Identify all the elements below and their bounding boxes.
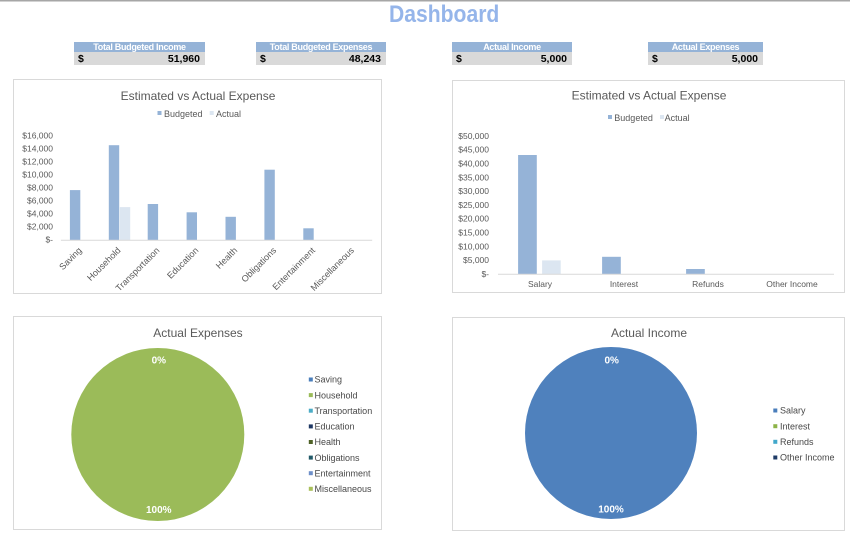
- svg-text:Obligations: Obligations: [315, 453, 361, 463]
- svg-text:Household: Household: [315, 390, 358, 400]
- svg-text:Education: Education: [315, 422, 355, 432]
- svg-text:Entertainment: Entertainment: [315, 468, 372, 478]
- svg-text:Actual: Actual: [216, 109, 241, 119]
- svg-text:$35,000: $35,000: [458, 172, 489, 182]
- svg-text:Estimated vs Actual Expense: Estimated vs Actual Expense: [121, 89, 276, 103]
- svg-text:Saving: Saving: [315, 375, 343, 385]
- svg-text:Actual Income: Actual Income: [611, 326, 687, 340]
- svg-text:$25,000: $25,000: [458, 200, 489, 210]
- svg-text:Salary: Salary: [528, 279, 553, 289]
- svg-text:$4,000: $4,000: [27, 208, 53, 218]
- svg-text:$2,000: $2,000: [27, 221, 53, 231]
- svg-text:$6,000: $6,000: [27, 195, 53, 205]
- svg-text:$-: $-: [45, 234, 53, 244]
- svg-text:$10,000: $10,000: [22, 169, 53, 179]
- svg-text:Obligations: Obligations: [239, 245, 278, 284]
- svg-text:Health: Health: [214, 245, 239, 270]
- svg-text:$30,000: $30,000: [458, 186, 489, 196]
- svg-text:$50,000: $50,000: [458, 131, 489, 141]
- svg-text:Transportation: Transportation: [315, 406, 373, 416]
- svg-text:$-: $-: [481, 269, 489, 279]
- svg-text:$14,000: $14,000: [22, 143, 53, 153]
- svg-text:Interest: Interest: [610, 279, 639, 289]
- svg-text:$45,000: $45,000: [458, 145, 489, 155]
- svg-text:Budgeted: Budgeted: [164, 109, 203, 119]
- svg-text:Education: Education: [165, 245, 200, 280]
- svg-text:Other Income: Other Income: [766, 279, 818, 289]
- svg-text:Refunds: Refunds: [692, 279, 724, 289]
- svg-text:$15,000: $15,000: [458, 228, 489, 238]
- svg-text:Health: Health: [315, 437, 341, 447]
- svg-text:Budgeted: Budgeted: [614, 113, 653, 123]
- svg-text:$12,000: $12,000: [22, 156, 53, 166]
- svg-text:Refunds: Refunds: [780, 437, 814, 447]
- svg-text:Actual Expenses: Actual Expenses: [153, 326, 242, 340]
- svg-text:Other Income: Other Income: [780, 453, 835, 463]
- svg-text:Household: Household: [85, 245, 122, 282]
- svg-text:$40,000: $40,000: [458, 159, 489, 169]
- svg-text:$8,000: $8,000: [27, 182, 53, 192]
- svg-text:Salary: Salary: [780, 406, 806, 416]
- svg-text:Estimated vs Actual Expense: Estimated vs Actual Expense: [572, 89, 727, 103]
- svg-text:Saving: Saving: [57, 245, 84, 272]
- svg-text:Actual: Actual: [665, 113, 690, 123]
- svg-text:$20,000: $20,000: [458, 214, 489, 224]
- svg-text:100%: 100%: [598, 505, 624, 516]
- svg-text:$10,000: $10,000: [458, 241, 489, 251]
- svg-text:$16,000: $16,000: [22, 130, 53, 140]
- svg-text:0%: 0%: [604, 356, 619, 367]
- svg-text:Miscellaneous: Miscellaneous: [315, 484, 373, 494]
- svg-text:Interest: Interest: [780, 421, 811, 431]
- svg-text:$5,000: $5,000: [463, 255, 489, 265]
- svg-text:100%: 100%: [146, 505, 172, 516]
- svg-text:0%: 0%: [152, 356, 167, 367]
